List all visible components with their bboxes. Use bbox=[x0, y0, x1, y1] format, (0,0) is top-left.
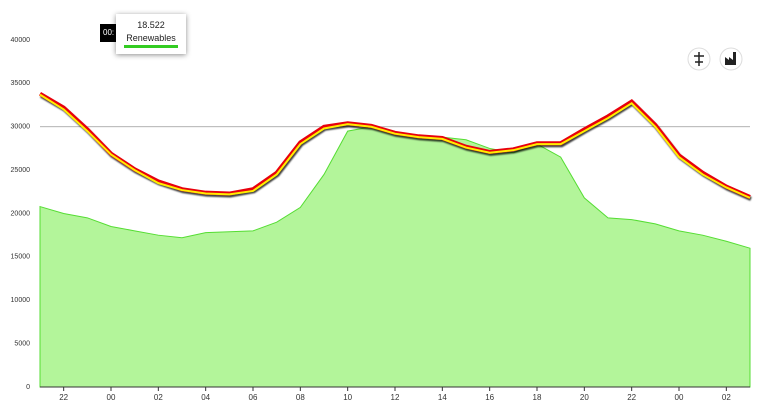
y-tick-label: 15000 bbox=[11, 254, 31, 261]
tooltip-value: 18.522 bbox=[137, 20, 165, 30]
icon-factory[interactable] bbox=[719, 47, 743, 71]
icon-wind[interactable] bbox=[687, 47, 711, 71]
x-tick-label: 08 bbox=[296, 393, 305, 402]
y-tick-label: 40000 bbox=[11, 37, 31, 44]
y-tick-label: 20000 bbox=[11, 210, 31, 217]
tooltip-swatch bbox=[124, 45, 178, 48]
x-tick-label: 06 bbox=[249, 393, 258, 402]
renewables-area bbox=[39, 126, 751, 388]
x-tick-label: 14 bbox=[438, 393, 447, 402]
y-tick-label: 0 bbox=[26, 384, 30, 391]
y-tick-label: 35000 bbox=[11, 80, 31, 87]
y-tick-label: 30000 bbox=[11, 124, 31, 131]
demand-line bbox=[39, 93, 751, 199]
x-tick-label: 22 bbox=[59, 393, 68, 402]
x-tick-label: 16 bbox=[485, 393, 494, 402]
x-tick-label: 22 bbox=[627, 393, 636, 402]
y-tick-label: 25000 bbox=[11, 167, 31, 174]
x-tick-label: 10 bbox=[343, 393, 352, 402]
tooltip-series: Renewables bbox=[126, 33, 176, 43]
tooltip: 18.522 Renewables bbox=[116, 14, 186, 54]
x-tick-label: 18 bbox=[533, 393, 542, 402]
x-tick-label: 00 bbox=[107, 393, 116, 402]
y-tick-label: 10000 bbox=[11, 297, 31, 304]
x-tick-label: 12 bbox=[391, 393, 400, 402]
x-tick-label: 02 bbox=[722, 393, 731, 402]
x-tick-label: 02 bbox=[154, 393, 163, 402]
x-tick-label: 00 bbox=[675, 393, 684, 402]
x-tick-label: 20 bbox=[580, 393, 589, 402]
plot: 0 5000 10000 15000 20000 25000 30000 35000 40000… bbox=[11, 37, 751, 402]
x-tick-label: 04 bbox=[201, 393, 210, 402]
y-tick-label: 5000 bbox=[14, 340, 30, 347]
